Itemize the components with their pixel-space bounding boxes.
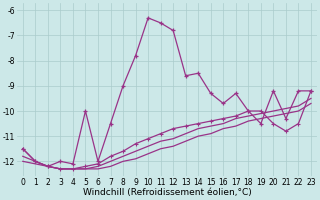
X-axis label: Windchill (Refroidissement éolien,°C): Windchill (Refroidissement éolien,°C): [83, 188, 251, 197]
